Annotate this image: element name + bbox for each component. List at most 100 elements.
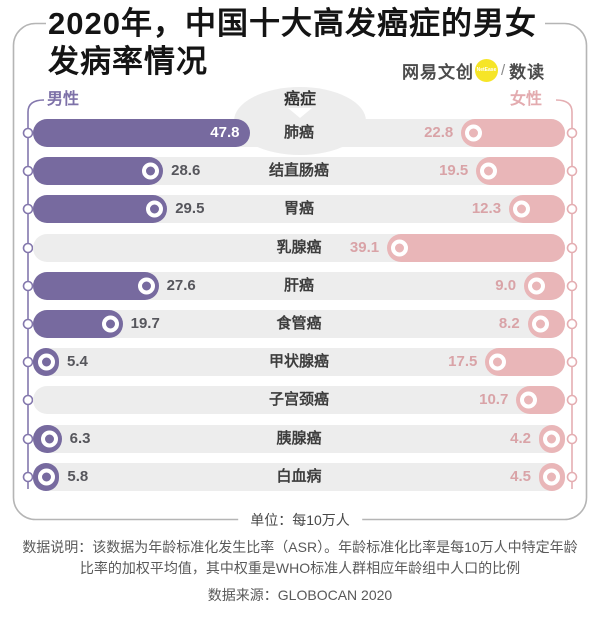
rail-dot (566, 318, 578, 330)
male-bar (33, 463, 60, 491)
row-track (33, 386, 565, 414)
female-value: 17.5 (448, 353, 478, 370)
bar-end-ring-icon (528, 277, 546, 295)
rail-dot (566, 165, 578, 177)
female-bar (539, 463, 565, 491)
female-value: 4.2 (510, 430, 531, 447)
female-bar (524, 272, 565, 300)
cancer-name: 白血病 (276, 468, 322, 485)
male-value: 47.8 (210, 124, 240, 141)
rail-dot (566, 433, 578, 445)
rail-dot (22, 394, 34, 406)
bar-end-ring-icon (391, 239, 409, 257)
row-track (33, 463, 565, 491)
chart-row: 39.1 乳腺癌 (33, 234, 565, 262)
female-bar (516, 386, 565, 414)
chart-row: 47.8 22.8 肺癌 (33, 119, 565, 147)
chart-row: 10.7 子宫颈癌 (33, 386, 565, 414)
rail-dot (566, 280, 578, 292)
female-value: 8.2 (498, 315, 520, 332)
cancer-name: 食管癌 (276, 315, 322, 332)
cancer-name: 肺癌 (283, 124, 314, 141)
chart-row: 29.5 12.3 胃癌 (33, 195, 565, 223)
male-bar (33, 272, 159, 300)
rail-dot (22, 471, 34, 483)
rail-dot (22, 165, 34, 177)
female-value: 9.0 (495, 277, 517, 294)
female-column-label: 女性 (509, 91, 542, 108)
male-value: 19.7 (130, 315, 160, 332)
bar-end-ring-icon (489, 353, 507, 371)
rail-dot (566, 471, 578, 483)
bar-end-ring-icon (146, 200, 164, 218)
female-bar (476, 157, 565, 185)
bar-end-ring-icon (137, 277, 155, 295)
male-rail (27, 99, 45, 489)
rail-dot (566, 242, 578, 254)
female-value: 22.8 (424, 124, 454, 141)
chart-row: 28.6 19.5 结直肠癌 (33, 157, 565, 185)
bar-end-ring-icon (101, 315, 119, 333)
unit-note: 单位：每10万人 (238, 509, 362, 531)
bar-end-ring-icon (38, 468, 56, 486)
publisher-logo: 网易文创 NetEase / 数读 (402, 57, 546, 83)
male-bar (33, 157, 164, 185)
cancer-column-label: 癌症 (283, 91, 316, 108)
title-line1: 2020年，中国十大高发癌症的男女 (48, 6, 537, 41)
male-value: 27.6 (166, 277, 196, 294)
rail-dot (566, 203, 578, 215)
chart-row: 6.3 4.2 胰腺癌 (33, 425, 565, 453)
data-source: 数据来源：GLOBOCAN 2020 (207, 587, 393, 603)
male-bar (33, 348, 59, 376)
rail-dot (22, 356, 34, 368)
bar-end-ring-icon (40, 430, 58, 448)
cancer-name: 甲状腺癌 (268, 353, 329, 370)
female-bar (509, 195, 565, 223)
female-bar (485, 348, 565, 376)
female-value: 4.5 (510, 468, 531, 485)
female-value: 19.5 (439, 162, 469, 179)
data-note-line2: 比率的加权平均值，其中权重是WHO标准人群相应年龄组中人口的比例 (79, 560, 521, 576)
chart-row: 19.7 8.2 食管癌 (33, 310, 565, 338)
rail-dot (566, 356, 578, 368)
female-value: 12.3 (471, 200, 502, 217)
row-track (33, 425, 565, 453)
female-bar (527, 310, 565, 338)
bar-end-ring-icon (465, 124, 483, 142)
bar-end-ring-icon (513, 200, 531, 218)
male-bar (33, 195, 168, 223)
male-value: 6.3 (69, 430, 91, 447)
rail-dot (22, 203, 34, 215)
rail-dot (22, 433, 34, 445)
female-bar (539, 425, 565, 453)
male-value: 5.4 (67, 353, 88, 370)
rail-dots (22, 127, 578, 483)
data-note: 数据说明：该数据为年龄标准化发生比率（ASR）。年龄标准化比率是每10万人中特定… (0, 537, 600, 579)
brand-name: 网易文创 (402, 62, 474, 82)
chart-row: 5.4 17.5 甲状腺癌 (33, 348, 565, 376)
male-value: 29.5 (175, 200, 205, 217)
bar-end-ring-icon (480, 162, 498, 180)
male-bar (33, 425, 62, 453)
male-value: 28.6 (171, 162, 201, 179)
bar-end-ring-icon (543, 430, 560, 448)
logo-divider: / (501, 61, 506, 79)
chart-row: 5.8 4.5 白血病 (33, 463, 565, 491)
rail-dot (22, 127, 34, 139)
arch-notch-icon (288, 108, 312, 118)
cancer-name: 胰腺癌 (276, 430, 322, 447)
product-name: 数读 (509, 62, 546, 82)
male-bar: 47.8 (33, 119, 251, 147)
bar-end-ring-icon (142, 162, 160, 180)
row-track (33, 348, 565, 376)
female-rail (555, 99, 573, 489)
male-column-label: 男性 (47, 91, 80, 108)
bar-end-ring-icon (543, 468, 560, 486)
bar-end-ring-icon (531, 315, 549, 333)
title-line2: 发病率情况 (48, 44, 208, 79)
netease-badge-icon: NetEase (475, 58, 498, 82)
male-value: 5.8 (67, 468, 89, 485)
rail-dot (22, 318, 34, 330)
